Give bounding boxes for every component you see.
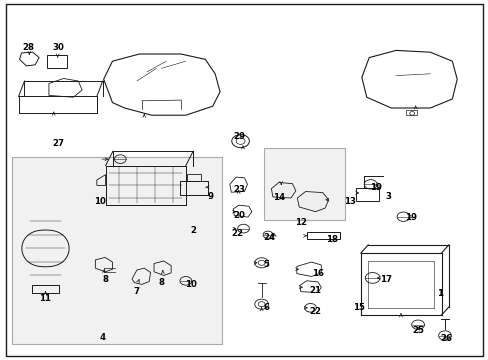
Text: 29: 29 <box>233 132 245 141</box>
Text: 17: 17 <box>380 274 391 284</box>
Text: 18: 18 <box>326 235 338 244</box>
Text: 3: 3 <box>385 192 391 201</box>
Text: 22: 22 <box>309 307 321 316</box>
Text: 19: 19 <box>404 213 416 222</box>
Text: 27: 27 <box>53 139 64 148</box>
Text: 23: 23 <box>233 184 245 194</box>
Polygon shape <box>271 183 295 198</box>
Text: 20: 20 <box>233 211 245 220</box>
Bar <box>355 188 378 201</box>
Text: 9: 9 <box>207 192 213 201</box>
Text: 7: 7 <box>134 287 140 296</box>
Text: 14: 14 <box>272 194 284 202</box>
Polygon shape <box>297 192 328 212</box>
Bar <box>32 285 59 293</box>
Text: 13: 13 <box>343 197 355 206</box>
Text: 8: 8 <box>102 274 108 284</box>
Text: 24: 24 <box>263 233 274 242</box>
Text: 4: 4 <box>100 333 105 342</box>
Bar <box>405 110 416 115</box>
Bar <box>264 148 344 220</box>
Text: 8: 8 <box>158 278 164 287</box>
Text: 21: 21 <box>309 287 321 295</box>
Text: 19: 19 <box>370 183 382 192</box>
Text: 10: 10 <box>94 197 106 206</box>
Text: 16: 16 <box>311 269 323 278</box>
Text: 11: 11 <box>39 294 51 303</box>
Bar <box>187 174 201 181</box>
Text: 22: 22 <box>231 229 243 238</box>
Bar <box>306 232 339 239</box>
Text: 26: 26 <box>439 334 451 343</box>
Text: 30: 30 <box>53 43 64 52</box>
Text: 28: 28 <box>22 43 34 52</box>
Text: 2: 2 <box>190 226 196 235</box>
Text: 10: 10 <box>184 280 196 289</box>
Bar <box>47 55 67 68</box>
Bar <box>180 181 208 195</box>
Text: 6: 6 <box>263 303 269 312</box>
Text: 15: 15 <box>353 303 365 312</box>
Text: 5: 5 <box>263 260 269 269</box>
Text: 1: 1 <box>436 289 442 298</box>
Bar <box>12 157 222 344</box>
Text: 12: 12 <box>294 218 306 227</box>
Text: 25: 25 <box>411 326 423 335</box>
